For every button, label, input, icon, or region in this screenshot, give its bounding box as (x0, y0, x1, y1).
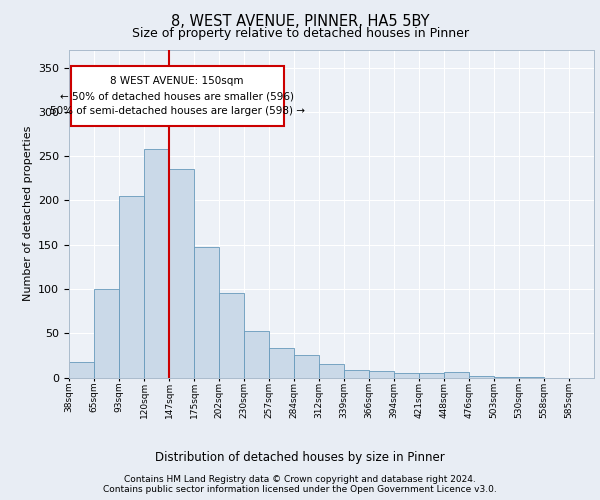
Bar (94, 289, 119, 378)
Bar (219, 292, 244, 378)
Bar (394, 373, 419, 378)
Bar (419, 373, 444, 378)
Bar (444, 372, 469, 378)
Bar (194, 246, 219, 378)
Y-axis label: Number of detached properties: Number of detached properties (23, 126, 32, 302)
Text: Contains public sector information licensed under the Open Government Licence v3: Contains public sector information licen… (103, 484, 497, 494)
Bar (244, 332, 269, 378)
Bar (119, 196, 144, 378)
Text: 8, WEST AVENUE, PINNER, HA5 5BY: 8, WEST AVENUE, PINNER, HA5 5BY (171, 14, 429, 29)
Bar (369, 372, 394, 378)
Bar (494, 376, 519, 378)
Bar (319, 364, 344, 378)
FancyBboxPatch shape (71, 66, 284, 126)
Text: 8 WEST AVENUE: 150sqm
← 50% of detached houses are smaller (596)
50% of semi-det: 8 WEST AVENUE: 150sqm ← 50% of detached … (50, 76, 305, 116)
Bar (144, 149, 169, 378)
Text: Size of property relative to detached houses in Pinner: Size of property relative to detached ho… (131, 28, 469, 40)
Bar (469, 376, 494, 378)
Text: Distribution of detached houses by size in Pinner: Distribution of detached houses by size … (155, 450, 445, 464)
Bar (69, 362, 94, 378)
Bar (344, 370, 369, 378)
Bar (269, 348, 294, 378)
Bar (294, 356, 319, 378)
Text: Contains HM Land Registry data © Crown copyright and database right 2024.: Contains HM Land Registry data © Crown c… (124, 475, 476, 484)
Bar (519, 376, 544, 378)
Bar (169, 170, 194, 378)
